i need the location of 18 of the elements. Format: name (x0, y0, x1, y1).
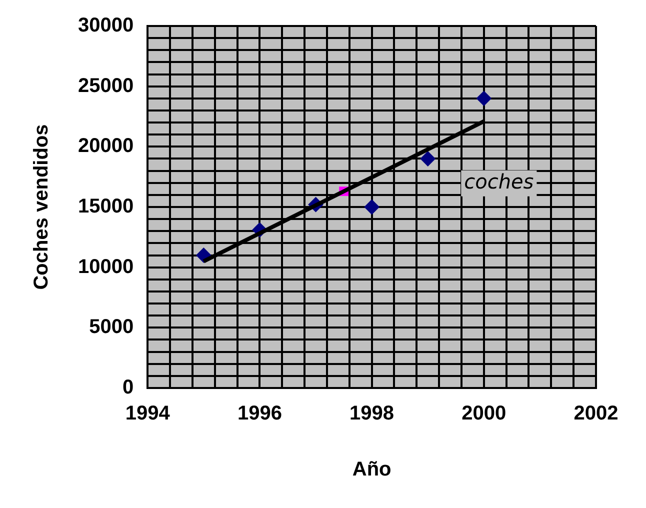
x-tick-label: 1998 (350, 402, 394, 425)
y-tick-label: 5000 (89, 316, 134, 338)
point (476, 90, 492, 106)
x-tick-label: 1994 (125, 402, 171, 425)
x-tick-label: 1996 (237, 402, 282, 425)
y-tick-label: 20000 (78, 135, 134, 158)
x-tick-label: 2002 (574, 402, 618, 425)
x-tick-label: 2000 (462, 402, 506, 425)
y-tick-label: 30000 (78, 14, 134, 37)
y-tick-label: 10000 (78, 256, 134, 278)
x-axis-title: Año (352, 458, 392, 481)
y-tick-label: 0 (122, 376, 134, 399)
y-tick-label: 15000 (78, 196, 134, 218)
series-label: coches (464, 170, 534, 194)
point (420, 151, 436, 166)
y-axis-title: Coches vendidos (30, 124, 53, 290)
y-tick-label: 25000 (78, 74, 134, 97)
point (364, 200, 380, 214)
